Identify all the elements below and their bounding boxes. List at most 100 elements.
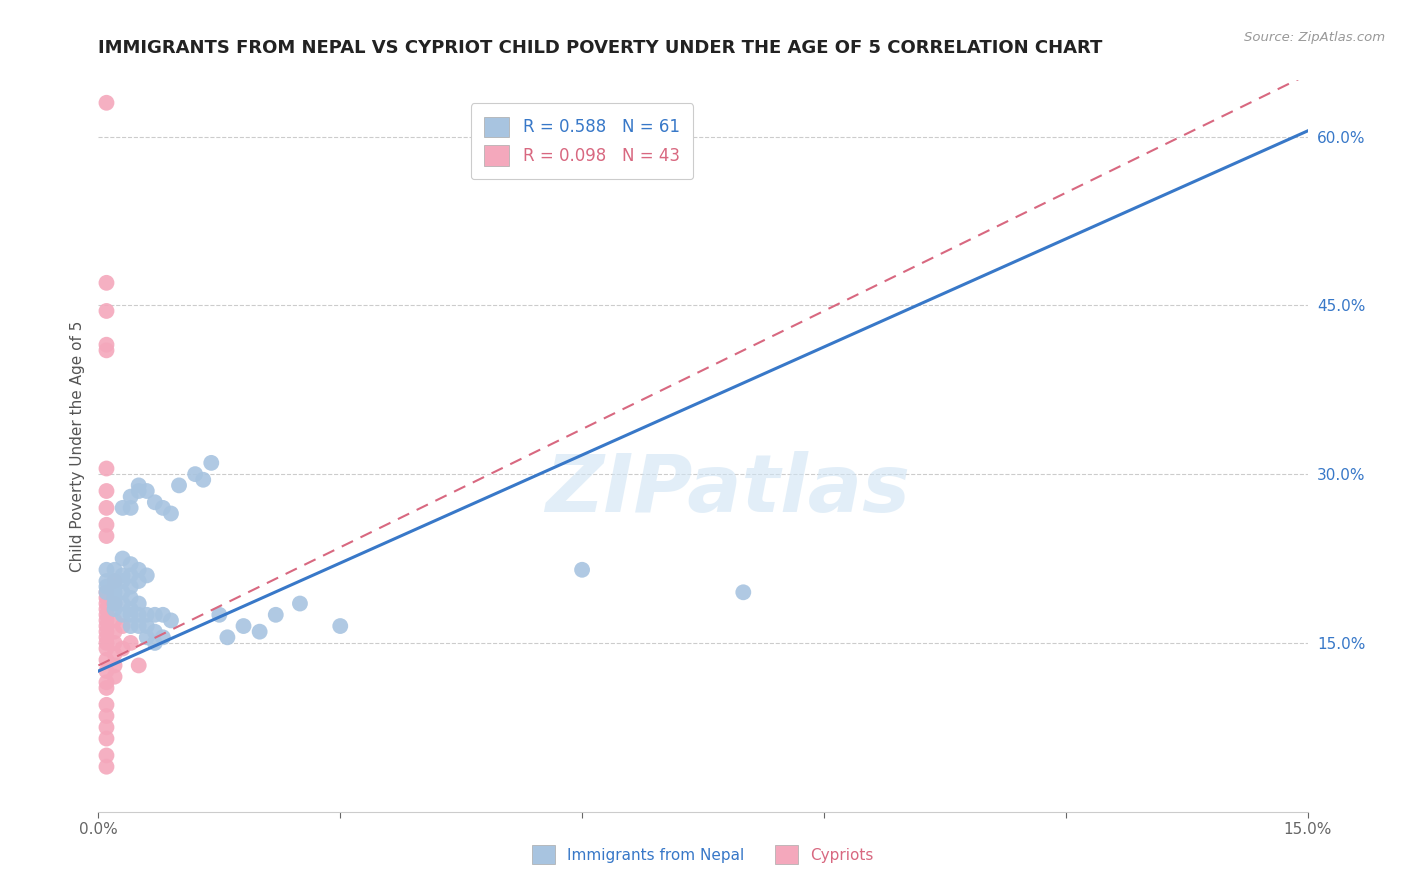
- Point: [96, 624, 118, 639]
- Point: [232, 619, 254, 633]
- Point: [143, 607, 166, 622]
- Point: [96, 641, 118, 656]
- Point: [135, 483, 157, 498]
- Point: [96, 461, 118, 475]
- Point: [120, 568, 142, 582]
- Point: [111, 568, 134, 582]
- Point: [96, 681, 118, 695]
- Point: [111, 574, 134, 588]
- Point: [96, 500, 118, 515]
- Point: [96, 585, 118, 599]
- Point: [184, 467, 207, 482]
- Point: [152, 630, 174, 644]
- Point: [96, 276, 118, 290]
- Point: [111, 585, 134, 599]
- Point: [733, 585, 755, 599]
- Point: [96, 343, 118, 358]
- Point: [96, 675, 118, 690]
- Point: [111, 597, 134, 611]
- Point: [143, 636, 166, 650]
- Point: [103, 647, 125, 661]
- Point: [96, 709, 118, 723]
- Point: [96, 517, 118, 532]
- Point: [96, 636, 118, 650]
- Point: [128, 574, 150, 588]
- Point: [120, 619, 142, 633]
- Point: [103, 597, 125, 611]
- Point: [96, 580, 118, 594]
- Point: [96, 748, 118, 763]
- Point: [120, 500, 142, 515]
- Point: [111, 500, 134, 515]
- Point: [96, 483, 118, 498]
- Point: [152, 500, 174, 515]
- Point: [103, 574, 125, 588]
- Point: [143, 495, 166, 509]
- Point: [103, 636, 125, 650]
- Point: [96, 602, 118, 616]
- Point: [103, 658, 125, 673]
- Point: [96, 574, 118, 588]
- Point: [96, 653, 118, 667]
- Point: [96, 630, 118, 644]
- Point: [571, 563, 593, 577]
- Point: [193, 473, 215, 487]
- Point: [96, 529, 118, 543]
- Point: [135, 568, 157, 582]
- Point: [288, 597, 311, 611]
- Point: [128, 563, 150, 577]
- Text: IMMIGRANTS FROM NEPAL VS CYPRIOT CHILD POVERTY UNDER THE AGE OF 5 CORRELATION CH: IMMIGRANTS FROM NEPAL VS CYPRIOT CHILD P…: [98, 38, 1102, 56]
- Point: [160, 507, 183, 521]
- Point: [96, 591, 118, 605]
- Point: [111, 607, 134, 622]
- Point: [128, 478, 150, 492]
- Point: [96, 698, 118, 712]
- Point: [120, 602, 142, 616]
- Point: [128, 483, 150, 498]
- Point: [103, 670, 125, 684]
- Point: [96, 304, 118, 318]
- Point: [135, 630, 157, 644]
- Point: [96, 619, 118, 633]
- Point: [96, 664, 118, 678]
- Point: [120, 580, 142, 594]
- Point: [96, 720, 118, 734]
- Point: [96, 597, 118, 611]
- Point: [329, 619, 352, 633]
- Point: [167, 478, 190, 492]
- Point: [120, 557, 142, 571]
- Point: [111, 619, 134, 633]
- Point: [120, 636, 142, 650]
- Point: [120, 591, 142, 605]
- Point: [96, 731, 118, 746]
- Point: [160, 614, 183, 628]
- Point: [128, 658, 150, 673]
- Point: [128, 597, 150, 611]
- Point: [103, 580, 125, 594]
- Point: [217, 630, 239, 644]
- Point: [103, 597, 125, 611]
- Point: [103, 574, 125, 588]
- Point: [103, 563, 125, 577]
- Point: [120, 490, 142, 504]
- Point: [96, 563, 118, 577]
- Y-axis label: Child Poverty Under the Age of 5: Child Poverty Under the Age of 5: [69, 320, 84, 572]
- Point: [143, 624, 166, 639]
- Point: [96, 585, 118, 599]
- Point: [111, 641, 134, 656]
- Point: [103, 591, 125, 605]
- Point: [208, 607, 231, 622]
- Point: [128, 607, 150, 622]
- Point: [120, 607, 142, 622]
- Point: [103, 614, 125, 628]
- Point: [264, 607, 287, 622]
- Point: [96, 760, 118, 774]
- Point: [96, 337, 118, 351]
- Point: [103, 602, 125, 616]
- Point: [135, 619, 157, 633]
- Point: [96, 95, 118, 110]
- Point: [96, 614, 118, 628]
- Point: [103, 624, 125, 639]
- Legend: Immigrants from Nepal, Cypriots: Immigrants from Nepal, Cypriots: [526, 839, 880, 870]
- Point: [128, 619, 150, 633]
